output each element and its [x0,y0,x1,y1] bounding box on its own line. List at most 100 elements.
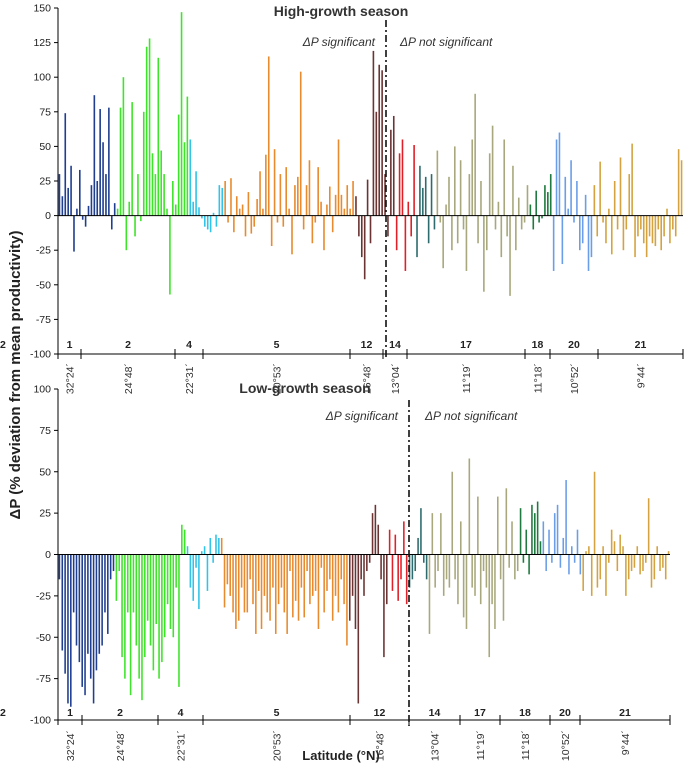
bar-group-22 [645,215,648,258]
bar-group-22 [653,554,656,580]
bar-group-2 [121,554,123,658]
bar-group-5 [311,554,314,596]
latitude-label: 13°04´ [390,363,402,394]
bar-group-5 [253,215,256,227]
bar-group-5 [346,185,349,216]
y-tick-label: -75 [36,314,51,326]
bar-group-2 [122,77,125,216]
bar-group-21 [576,181,578,216]
bar-group-14 [405,554,408,605]
bar-group-1 [64,113,67,216]
bar-group-5 [343,208,346,216]
bar-group-21 [558,132,561,216]
bar-group-1 [92,554,95,704]
bar-group-5 [235,554,237,629]
bar-group-18 [459,160,462,216]
bar-group-5 [257,554,260,591]
bar-group-5 [226,554,229,585]
bar-group-18 [471,139,474,216]
bar-group-5 [302,215,305,230]
bar-group-12 [390,129,392,216]
bar-group-22 [613,541,616,555]
bar-group-5 [235,196,238,216]
bar-group-1 [105,174,107,216]
bar-group-21 [573,554,576,563]
bar-group-12 [368,554,371,563]
bar-group-18 [465,554,468,629]
y-tick-label: 125 [33,37,51,49]
bar-group-4 [215,215,218,227]
bar-group-1 [70,165,72,216]
bar-group-17 [433,215,436,230]
bar-group-18 [514,554,516,580]
bar-group-12 [375,111,378,216]
bar-group-1 [79,169,81,216]
bar-group-21 [579,215,581,251]
bar-group-2 [163,174,165,216]
y-tick-label: 100 [33,384,51,396]
bar-group-4 [209,215,212,233]
bar-group-22 [667,551,670,555]
bar-group-18 [471,554,473,588]
y-axis-label: ΔP (% deviation from mean productivity) [7,231,24,520]
bar-group-5 [289,554,291,572]
bar-group-18 [468,458,471,555]
bar-group-4 [212,554,214,563]
bar-group-17 [430,174,433,216]
bar-group-21 [584,194,587,216]
bar-group-18 [497,201,500,216]
bar-group-5 [252,554,254,605]
bar-group-20 [534,513,536,555]
bar-group-5 [227,215,229,223]
bar-group-2 [148,38,151,216]
bar-group-18 [491,125,494,216]
bar-group-5 [329,186,331,216]
bar-group-21 [571,546,573,555]
bar-group-22 [674,215,677,237]
latitude-label: 32°24´ [65,730,77,761]
bar-group-22 [593,471,596,555]
bar-group-21 [568,554,570,575]
bar-group-5 [285,167,287,216]
bar-group-5 [243,554,246,613]
bars [58,458,670,707]
bar-group-4 [218,185,221,216]
bar-group-2 [140,215,142,222]
bar-group-2 [158,554,160,679]
bar-group-5 [220,537,223,555]
bar-group-22 [596,215,599,237]
bar-group-22 [628,174,631,216]
bar-group-20 [529,204,532,216]
bar-group-2 [135,554,138,646]
bar-group-5 [286,554,288,634]
bar-group-20 [536,501,539,555]
bar-group-2 [116,208,119,216]
y-tick-label: 25 [39,176,51,188]
group-label: 18 [532,339,544,351]
bar-group-4 [206,554,209,591]
bar-group-5 [334,554,337,596]
bar-group-2 [129,554,132,696]
x-axis-label: Latitude (°N) [302,748,379,763]
bar-group-5 [294,185,296,216]
bar-group-2 [132,554,135,613]
bar-group-18 [488,153,491,216]
bar-group-21 [587,215,590,271]
bar-group-1 [96,181,99,216]
bar-group-22 [599,161,601,216]
bar-group-2 [137,174,139,216]
bar-group-22 [627,554,630,580]
bar-group-2 [181,524,183,555]
bar-group-18 [451,471,454,555]
bar-group-5 [230,178,232,216]
latitude-label: 32°24´ [65,363,77,394]
bar-group-5 [262,208,264,216]
bar-group-18 [436,150,439,216]
bar-group-22 [639,554,641,575]
bar-group-1 [76,208,78,216]
bar-group-5 [273,149,276,216]
bar-group-12 [360,215,363,258]
y-tick-label: 0 [45,210,51,222]
bar-group-18 [448,176,450,216]
